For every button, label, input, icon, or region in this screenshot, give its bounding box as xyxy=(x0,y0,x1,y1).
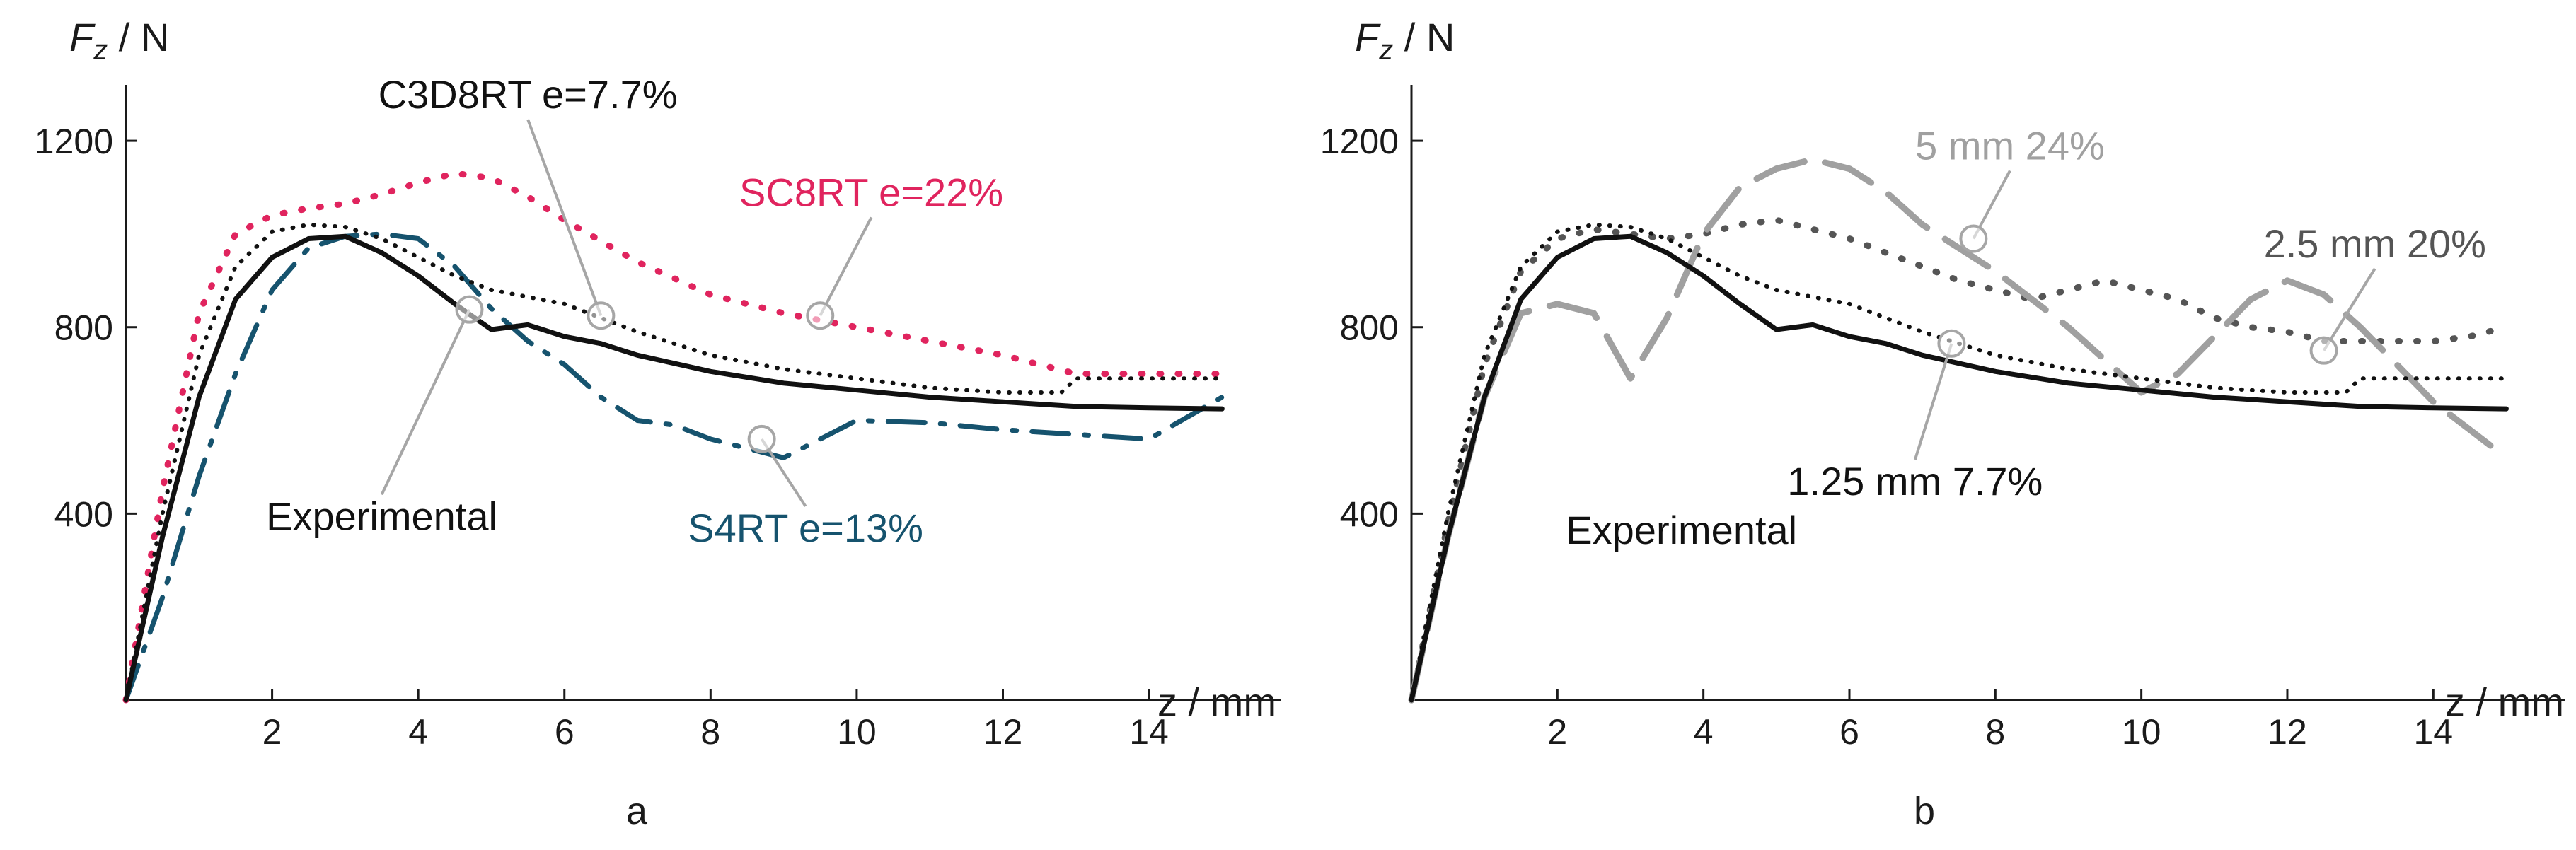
series-label-5-mm-24-: 5 mm 24% xyxy=(1915,123,2105,168)
x-tick-label: 14 xyxy=(1129,712,1169,752)
x-tick-label: 10 xyxy=(2122,712,2161,752)
y-axis-title: Fz / N xyxy=(1355,15,1455,66)
x-tick-label: 12 xyxy=(2268,712,2307,752)
y-axis-title-symbol: F xyxy=(1355,15,1381,59)
x-axis-title: z / mm xyxy=(2445,680,2564,724)
x-tick-label: 6 xyxy=(555,712,574,752)
series-line-experimental xyxy=(123,233,1225,703)
series-label-2-5-mm-20-: 2.5 mm 20% xyxy=(2264,221,2486,266)
y-tick-label: 400 xyxy=(1340,494,1399,534)
annotation-marker xyxy=(455,295,484,324)
series-label-experimental: Experimental xyxy=(1566,508,1797,552)
annotation-marker xyxy=(2309,336,2338,365)
series-line-c3d8rt-e-7-7- xyxy=(124,222,1225,702)
annotation-marker xyxy=(1937,329,1966,358)
y-axis-title-unit: / N xyxy=(108,15,169,59)
y-axis-title-subscript: z xyxy=(93,35,108,66)
x-tick-label: 2 xyxy=(262,712,282,752)
series-label-c3d8rt-e-7-7-: C3D8RT e=7.7% xyxy=(379,72,678,117)
y-axis-title-subscript: z xyxy=(1378,35,1393,66)
series-line-5-mm-24- xyxy=(1408,156,2509,704)
annotation-leader xyxy=(2322,267,2376,351)
y-axis-title: Fz / N xyxy=(69,15,169,66)
series-label-s4rt-e-13-: S4RT e=13% xyxy=(688,506,923,550)
annotation-marker xyxy=(747,424,776,453)
annotation-leader xyxy=(380,308,471,496)
x-tick-label: 4 xyxy=(1694,712,1714,752)
annotation-leader xyxy=(1913,343,1953,460)
x-tick-label: 8 xyxy=(1985,712,2005,752)
annotation-marker xyxy=(806,301,835,330)
series-line-1-25-mm-7-7- xyxy=(1409,222,2509,702)
x-axis-title: z / mm xyxy=(1157,680,1276,724)
y-tick-label: 800 xyxy=(54,308,113,348)
series-label-sc8rt-e-22-: SC8RT e=22% xyxy=(739,170,1003,214)
x-tick-label: 10 xyxy=(837,712,877,752)
x-tick-label: 8 xyxy=(700,712,720,752)
panel-b: 2 4 6 8 10 12 14 400 800 1200 z / mm Fz / N b Experim… xyxy=(1320,15,2565,832)
series-label-1-25-mm-7-7-: 1.25 mm 7.7% xyxy=(1787,459,2043,503)
x-tick-label: 2 xyxy=(1547,712,1567,752)
x-tick-label: 14 xyxy=(2413,712,2453,752)
x-tick-label: 4 xyxy=(408,712,428,752)
annotation-marker xyxy=(587,301,616,330)
x-tick-label: 6 xyxy=(1839,712,1859,752)
y-axis-title-unit: / N xyxy=(1393,15,1455,59)
y-axis-title-symbol: F xyxy=(69,15,96,59)
annotation-leader xyxy=(526,119,603,316)
series-line-experimental xyxy=(1409,233,2509,703)
series-line-sc8rt-e-22- xyxy=(122,170,1225,704)
panel-label: b xyxy=(1914,790,1935,832)
annotation-marker xyxy=(1959,224,1988,253)
panel-label: a xyxy=(626,790,648,832)
y-tick-label: 400 xyxy=(54,494,113,534)
series-line-s4rt-e-13- xyxy=(123,231,1225,703)
panel-a: 2 4 6 8 10 12 14 400 800 1200 z / mm Fz / N a Experim… xyxy=(35,15,1281,832)
y-tick-label: 800 xyxy=(1340,308,1399,348)
annotation-leader xyxy=(819,216,873,317)
x-tick-label: 12 xyxy=(983,712,1023,752)
y-tick-label: 1200 xyxy=(1320,122,1399,161)
y-tick-label: 1200 xyxy=(35,122,113,161)
series-label-experimental: Experimental xyxy=(266,494,497,538)
